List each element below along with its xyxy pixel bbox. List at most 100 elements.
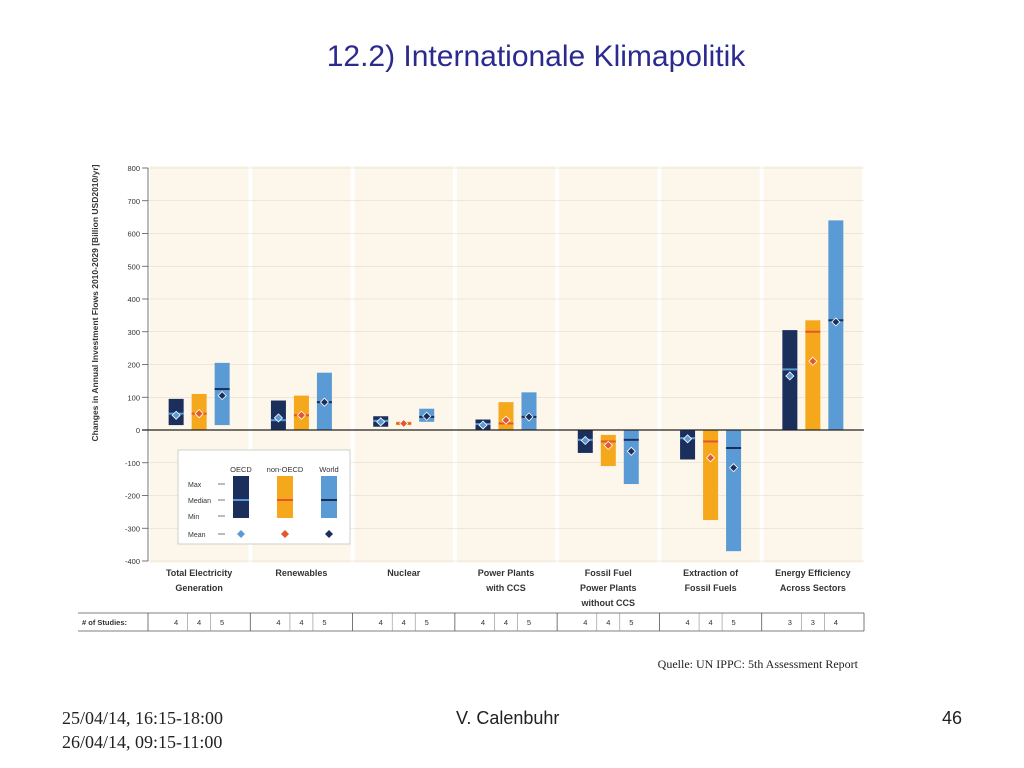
mean-marker xyxy=(217,391,227,401)
group-label: with CCS xyxy=(485,583,526,593)
group-label: Power Plants xyxy=(580,583,637,593)
studies-count: 4 xyxy=(606,618,610,627)
bar-world xyxy=(726,430,742,552)
group-label: Power Plants xyxy=(478,568,535,578)
mean-marker xyxy=(603,440,613,450)
y-tick-label: -400 xyxy=(125,557,140,566)
studies-count: 4 xyxy=(402,618,406,627)
bar-world xyxy=(623,430,639,485)
legend-swatch-oecd xyxy=(233,476,249,518)
y-axis-label: Changes in Annual Investment Flows 2010-… xyxy=(90,164,100,441)
studies-count: 5 xyxy=(629,618,633,627)
page-number: 46 xyxy=(942,708,963,728)
y-axis: 800 700 600 500 400 300 200 100 0 -100 -200 -300 -40… xyxy=(125,164,149,566)
bar-non-oecd xyxy=(600,434,616,467)
x-axis-labels: Total Electricity Generation Renewables Nuc… xyxy=(166,568,851,608)
mean-marker xyxy=(376,417,386,427)
y-tick-label: 300 xyxy=(127,328,140,337)
group-label: Renewables xyxy=(275,568,327,578)
source-note: Quelle: UN IPPC: 5th Assessment Report xyxy=(657,657,858,671)
group-label: Generation xyxy=(175,583,223,593)
legend-row-label: Max xyxy=(188,482,202,489)
legend-header: OECD xyxy=(230,465,252,474)
mean-marker xyxy=(808,356,818,366)
legend-header: World xyxy=(319,465,338,474)
mean-marker xyxy=(580,435,590,446)
mean-marker xyxy=(626,446,636,456)
y-tick-label: 700 xyxy=(127,197,140,206)
mean-marker xyxy=(171,410,181,420)
mean-marker xyxy=(785,371,795,381)
group-label: Total Electricity xyxy=(166,568,232,578)
y-tick-label: 100 xyxy=(127,393,140,402)
footer-author: V. Calenbuhr xyxy=(456,708,560,728)
footer-date-line-2: 26/04/14, 09:15-11:00 xyxy=(62,732,223,752)
studies-count: 4 xyxy=(834,618,838,627)
legend-mean-marker xyxy=(237,530,245,538)
y-tick-label: 600 xyxy=(127,230,140,239)
bar-non-oecd xyxy=(805,320,821,430)
mean-marker xyxy=(683,434,693,444)
studies-count: 4 xyxy=(481,618,485,627)
mean-marker xyxy=(478,420,488,430)
studies-count: 4 xyxy=(685,618,689,627)
group-label: Energy Efficiency xyxy=(775,568,851,578)
legend-row-label: Median xyxy=(188,498,211,505)
mean-marker xyxy=(729,463,739,473)
studies-row: # of Studies: 4 4 5 4 4 5 4 4 5 4 4 5 4 4 5 4 4 5 3 3 4 xyxy=(78,612,865,632)
studies-count: 5 xyxy=(527,618,531,627)
studies-label: # of Studies: xyxy=(82,618,127,627)
group-label: without CCS xyxy=(581,598,636,608)
y-tick-label: 800 xyxy=(127,164,140,173)
mean-marker xyxy=(422,411,432,421)
y-tick-label: 0 xyxy=(136,426,140,435)
y-tick-label: -300 xyxy=(125,524,140,533)
mean-marker xyxy=(319,397,329,407)
y-tick-label: -200 xyxy=(125,492,140,501)
bar-world xyxy=(521,392,537,430)
studies-count: 4 xyxy=(708,618,712,627)
group-label: Nuclear xyxy=(387,568,421,578)
studies-count: 3 xyxy=(788,618,792,627)
studies-count: 4 xyxy=(583,618,587,627)
legend-swatch-non-oecd xyxy=(277,476,293,518)
legend-swatch-world xyxy=(321,476,337,518)
footer-date-line-1: 25/04/14, 16:15-18:00 xyxy=(62,708,223,728)
studies-count: 5 xyxy=(425,618,429,627)
studies-count: 4 xyxy=(174,618,178,627)
group-label: Extraction of xyxy=(683,568,739,578)
studies-count: 4 xyxy=(379,618,383,627)
investment-flows-chart: 800 700 600 500 400 300 200 100 0 -100 -200 -300 -40… xyxy=(78,164,865,632)
bar-non-oecd xyxy=(703,430,719,521)
y-tick-label: 500 xyxy=(127,262,140,271)
y-tick-label: 200 xyxy=(127,361,140,370)
chart-bars xyxy=(168,220,844,552)
studies-count: 5 xyxy=(731,618,735,627)
mean-marker xyxy=(831,317,841,327)
group-label: Fossil Fuels xyxy=(685,583,737,593)
mean-marker xyxy=(524,412,534,422)
legend-header: non-OECD xyxy=(267,465,304,474)
legend-row-label: Min xyxy=(188,514,199,521)
mean-marker xyxy=(706,453,716,463)
legend-mean-marker xyxy=(325,530,333,538)
studies-count: 4 xyxy=(276,618,280,627)
studies-count: 4 xyxy=(504,618,508,627)
mean-marker xyxy=(399,418,409,429)
studies-count: 4 xyxy=(197,618,201,627)
mean-marker xyxy=(194,409,204,419)
group-label: Fossil Fuel xyxy=(585,568,632,578)
mean-marker xyxy=(501,415,511,425)
mean-marker xyxy=(296,410,306,420)
group-label: Across Sectors xyxy=(780,583,846,593)
y-tick-label: 400 xyxy=(127,295,140,304)
slide-title: 12.2) Internationale Klimapolitik xyxy=(326,40,746,73)
studies-count: 5 xyxy=(220,618,224,627)
studies-count: 5 xyxy=(322,618,326,627)
legend-mean-marker xyxy=(281,530,289,538)
y-tick-label: -100 xyxy=(125,459,140,468)
legend-row-label: Mean xyxy=(188,532,206,539)
studies-count: 4 xyxy=(299,618,303,627)
mean-marker xyxy=(273,413,283,423)
chart-legend: OECD non-OECD World Max Median Min Mean xyxy=(177,449,351,545)
